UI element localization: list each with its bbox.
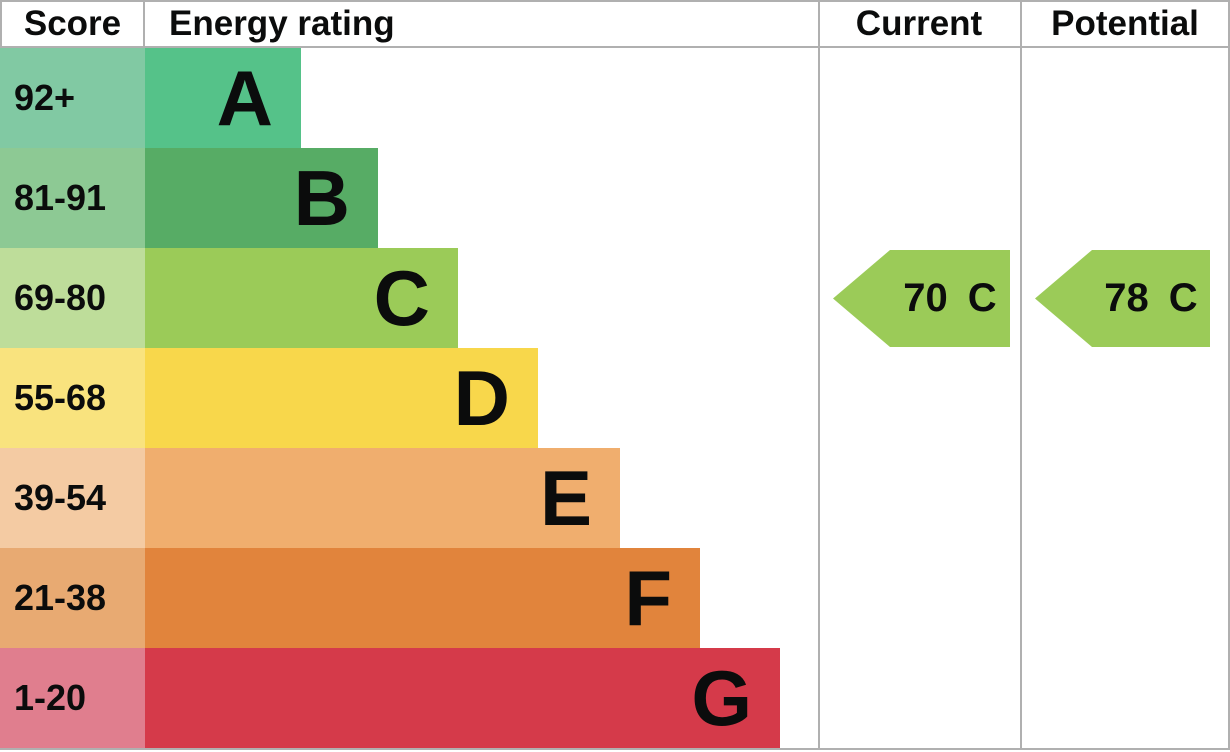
band-row-b: 81-91 B [0,148,818,248]
band-row-f: 21-38 F [0,548,818,648]
band-bar-a: A [145,48,301,148]
band-score-g-label: 1-20 [14,677,87,718]
band-score-c-label: 69-80 [14,277,107,318]
band-letter-b: B [293,154,350,242]
band-score-g: 1-20 [0,648,145,748]
left-arrow-icon [833,250,1010,347]
score-column-divider-line [143,0,145,48]
band-score-e-label: 39-54 [14,477,107,518]
band-bar-c: C [145,248,458,348]
band-row-d: 55-68 D [0,348,818,448]
header-score: Score [0,0,145,48]
potential-column-divider-line [1020,0,1022,750]
header-energy-rating-label: Energy rating [169,4,395,43]
current-rating-value: 70 [903,276,948,320]
band-row-e: 39-54 E [0,448,818,548]
header-current-label: Current [855,4,983,43]
band-score-c: 69-80 [0,248,145,348]
band-letter-d: D [453,354,510,442]
band-row-a: 92+ A [0,48,818,148]
header-left-border-line [0,0,2,48]
left-arrow-icon [1035,250,1210,347]
header-potential-label: Potential [1051,4,1199,43]
bottom-border-line [0,748,1230,750]
band-bar-g: G [145,648,780,748]
band-letter-a: A [216,54,273,142]
potential-rating-band: C [1168,276,1198,320]
band-letter-c: C [373,254,430,342]
band-score-b: 81-91 [0,148,145,248]
band-score-a: 92+ [0,48,145,148]
header-energy-rating: Energy rating [145,0,818,48]
current-rating-label: 70 C [890,250,1010,347]
band-row-g: 1-20 G [0,648,818,748]
band-bar-e: E [145,448,620,548]
band-bar-b: B [145,148,378,248]
potential-rating-arrow: 78 C [1035,250,1210,347]
band-row-c: 69-80 C [0,248,818,348]
band-bar-f: F [145,548,700,648]
right-border-line [1228,0,1230,750]
header-divider-line [0,46,1230,48]
band-score-e: 39-54 [0,448,145,548]
band-letter-f: F [624,554,672,642]
potential-rating-value: 78 [1104,276,1149,320]
band-letter-e: E [539,454,592,542]
band-letter-g: G [691,654,752,742]
band-score-d-label: 55-68 [14,377,107,418]
top-border-line [0,0,1230,2]
band-score-f: 21-38 [0,548,145,648]
band-bar-d: D [145,348,538,448]
header-current: Current [818,0,1020,48]
header-score-label: Score [23,4,122,43]
band-score-b-label: 81-91 [14,177,107,218]
current-rating-band: C [967,276,997,320]
band-score-d: 55-68 [0,348,145,448]
current-rating-arrow: 70 C [833,250,1010,347]
band-score-f-label: 21-38 [14,577,107,618]
band-score-a-label: 92+ [14,77,76,118]
current-column-divider-line [818,0,820,750]
header-potential: Potential [1020,0,1230,48]
potential-rating-label: 78 C [1092,250,1210,347]
